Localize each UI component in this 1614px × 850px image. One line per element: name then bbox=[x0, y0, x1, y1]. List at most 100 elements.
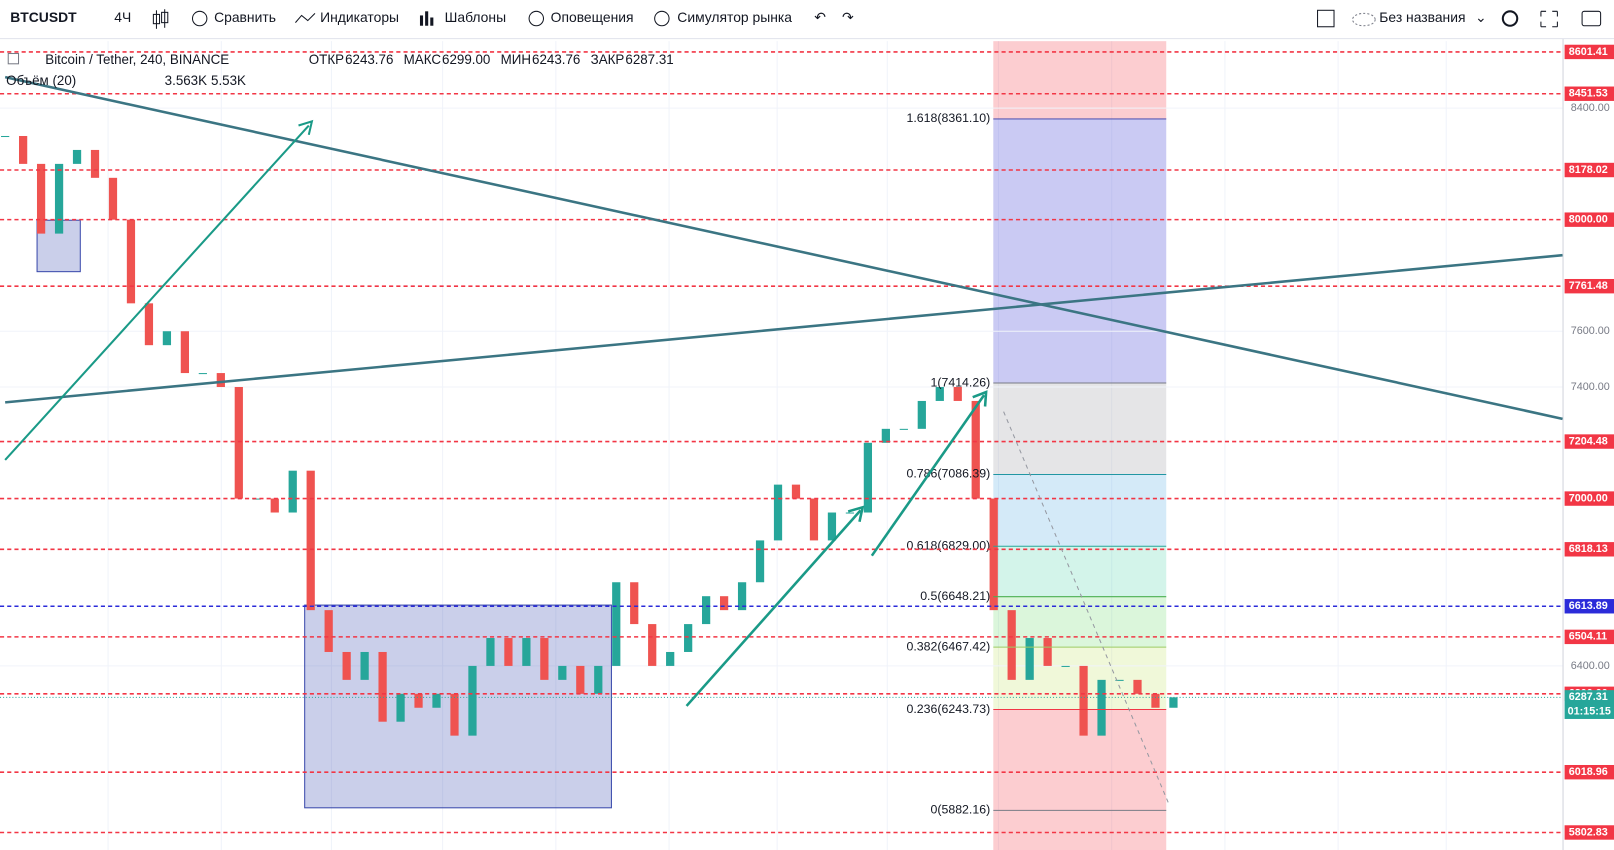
ohlc-label: ОТКР bbox=[309, 52, 344, 67]
compare-icon[interactable] bbox=[191, 10, 208, 27]
symbol-button[interactable]: BTCUSDT bbox=[10, 9, 77, 25]
candle bbox=[917, 400, 926, 429]
candle bbox=[504, 638, 513, 666]
price-tick-label: 8400.00 bbox=[1571, 102, 1610, 114]
collapse-button[interactable] bbox=[7, 52, 20, 65]
grid bbox=[0, 107, 1563, 667]
price-label: 8601.41 bbox=[1569, 46, 1608, 58]
indicators-icon[interactable] bbox=[295, 13, 316, 23]
candle bbox=[630, 582, 639, 625]
candle bbox=[540, 638, 549, 680]
candle bbox=[773, 484, 783, 541]
layout-name-button[interactable]: Без названия bbox=[1379, 9, 1465, 25]
price-label: 6504.11 bbox=[1569, 631, 1607, 643]
price-label-box bbox=[1564, 86, 1614, 101]
candle bbox=[809, 498, 819, 541]
candle bbox=[1061, 665, 1070, 667]
candle bbox=[216, 373, 225, 388]
candle bbox=[971, 400, 980, 499]
candle bbox=[72, 149, 82, 164]
candle bbox=[558, 665, 567, 680]
candle bbox=[19, 135, 28, 164]
candle bbox=[863, 442, 873, 513]
candle bbox=[54, 163, 64, 234]
candle bbox=[989, 498, 998, 611]
candle bbox=[791, 484, 801, 499]
candle bbox=[648, 624, 657, 666]
candle bbox=[36, 163, 46, 234]
candle bbox=[827, 512, 837, 541]
ohlc-label: ЗАКР bbox=[591, 52, 625, 67]
candle bbox=[935, 387, 944, 401]
fib-zone bbox=[993, 546, 1167, 597]
price-lines: 1.618(8361.10) 1(7414.26) 0.786(7086.39) 0.… bbox=[0, 51, 1563, 834]
candle bbox=[953, 387, 962, 401]
volume-value: 3.563K bbox=[165, 73, 207, 88]
compare-button[interactable]: Сравнить bbox=[214, 9, 276, 25]
candle bbox=[162, 331, 172, 346]
ohlc-value: 6243.76 bbox=[532, 52, 580, 67]
candle bbox=[306, 470, 315, 611]
templates-icon[interactable] bbox=[419, 11, 434, 26]
candle bbox=[180, 331, 190, 374]
snapshot-button[interactable] bbox=[1581, 10, 1602, 27]
trend-lines bbox=[4, 75, 1563, 803]
price-label: 6018.96 bbox=[1569, 766, 1608, 778]
alerts-icon[interactable] bbox=[528, 10, 545, 27]
chart-style-icon[interactable] bbox=[152, 9, 169, 29]
price-label: 7000.00 bbox=[1569, 492, 1608, 504]
candle bbox=[1151, 693, 1160, 708]
price-tick-label: 6400.00 bbox=[1571, 660, 1610, 672]
candle bbox=[378, 651, 387, 722]
time-grid bbox=[107, 41, 1447, 850]
alerts-button[interactable]: Оповещения bbox=[551, 9, 634, 25]
candle bbox=[576, 665, 585, 694]
price-label-box bbox=[1564, 278, 1614, 294]
undo-button[interactable]: ↶ bbox=[814, 9, 826, 25]
price-label: 7761.48 bbox=[1569, 280, 1608, 292]
candle bbox=[414, 693, 423, 708]
fullscreen-button[interactable] bbox=[1540, 10, 1558, 28]
cloud-icon[interactable] bbox=[1352, 12, 1376, 27]
ohlc-value: 6243.76 bbox=[345, 52, 393, 67]
ohlc-value: 6287.31 bbox=[625, 52, 673, 67]
fib-label: 1.618(8361.10) bbox=[906, 111, 990, 125]
price-label-box bbox=[1564, 44, 1614, 60]
price-label-box bbox=[1564, 491, 1614, 506]
price-tick-label: 7400.00 bbox=[1571, 381, 1610, 393]
candle bbox=[342, 651, 351, 680]
redo-button[interactable]: ↷ bbox=[842, 9, 854, 25]
replay-icon[interactable] bbox=[654, 10, 670, 27]
candle bbox=[1007, 610, 1016, 680]
settings-button[interactable] bbox=[1501, 10, 1519, 27]
candle bbox=[1097, 679, 1106, 736]
price-label: 8178.02 bbox=[1569, 164, 1608, 176]
countdown: 01:15:15 bbox=[1568, 706, 1611, 718]
price-label-box bbox=[1564, 825, 1614, 840]
price-label: 5802.83 bbox=[1569, 826, 1608, 838]
interval-button[interactable]: 4Ч bbox=[114, 9, 131, 25]
layout-menu[interactable]: ⌄ bbox=[1475, 9, 1487, 25]
indicators-button[interactable]: Индикаторы bbox=[320, 9, 399, 25]
candle bbox=[144, 303, 154, 346]
candle bbox=[270, 498, 279, 513]
price-label-box bbox=[1564, 162, 1614, 178]
templates-button[interactable]: Шаблоны bbox=[445, 9, 506, 25]
price-label-box bbox=[1564, 212, 1614, 227]
volume-ma-value: 5.53K bbox=[211, 73, 246, 88]
fib-label: 0(5882.16) bbox=[930, 803, 990, 817]
candle bbox=[252, 498, 261, 500]
fib-zones bbox=[993, 41, 1167, 850]
fullscreen-select[interactable] bbox=[1317, 9, 1335, 28]
candle bbox=[450, 693, 459, 736]
candle bbox=[1169, 697, 1178, 708]
candle bbox=[881, 428, 890, 443]
candle bbox=[684, 624, 693, 652]
fib-zone bbox=[993, 810, 1167, 850]
replay-button[interactable]: Симулятор рынка bbox=[677, 9, 792, 25]
toolbar bbox=[0, 0, 1614, 39]
price-label-box bbox=[1564, 542, 1614, 557]
candle bbox=[486, 638, 495, 666]
ohlc-label: МИН bbox=[501, 52, 531, 67]
